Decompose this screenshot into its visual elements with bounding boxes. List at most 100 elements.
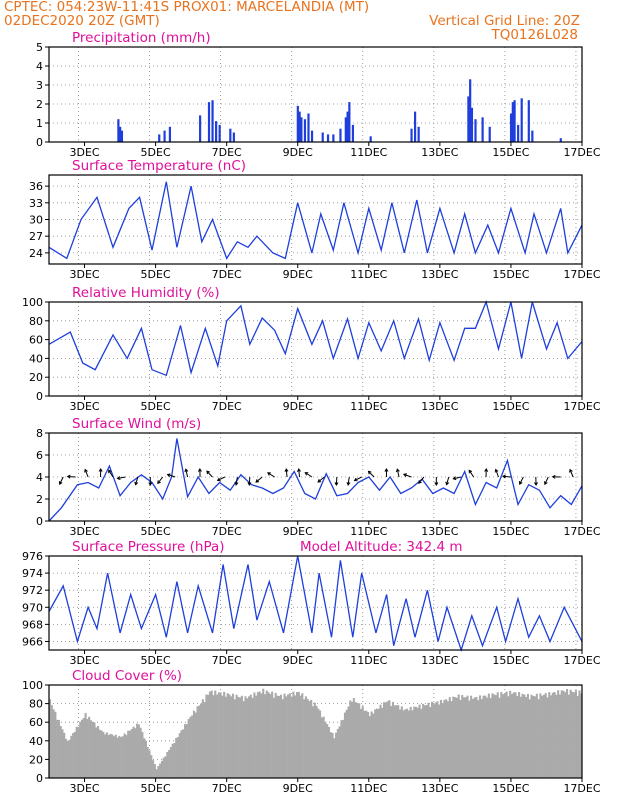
wind-arrow bbox=[108, 469, 114, 478]
cloud-bar bbox=[541, 695, 544, 778]
xtick-label: 17DEC bbox=[563, 268, 600, 281]
model-altitude: Model Altitude: 342.4 m bbox=[300, 539, 463, 555]
precip-bar bbox=[531, 130, 534, 142]
cloud-bar bbox=[224, 696, 227, 778]
cloud-bar bbox=[555, 694, 558, 778]
cloud-bar bbox=[176, 737, 179, 778]
precip-bar bbox=[511, 102, 514, 142]
cloud-bar bbox=[258, 691, 261, 778]
cloud-bar bbox=[281, 699, 284, 778]
wind-arrow-head bbox=[395, 468, 400, 473]
cloud-bar bbox=[557, 690, 560, 778]
cloud-bar bbox=[358, 703, 361, 778]
cloud-bar bbox=[223, 691, 226, 778]
cloud-bar bbox=[127, 730, 130, 778]
xtick-label: 5DEC bbox=[141, 782, 171, 795]
wind-arrow-head bbox=[247, 482, 252, 486]
cloud-bar bbox=[388, 700, 391, 778]
cloud-bar bbox=[349, 700, 352, 778]
cloud-bar bbox=[441, 702, 444, 778]
cloud-bar bbox=[178, 733, 181, 778]
xtick-label: 15DEC bbox=[492, 782, 529, 795]
cloud-bar bbox=[487, 693, 490, 778]
wind-arrow-head bbox=[494, 468, 499, 473]
wind-arrow-head bbox=[98, 468, 103, 472]
xtick-label: 9DEC bbox=[283, 146, 313, 159]
wind-arrow-head bbox=[255, 479, 260, 483]
precip-bar bbox=[218, 124, 221, 142]
precip-bar bbox=[207, 102, 211, 142]
cloud-bar bbox=[171, 743, 174, 778]
panel-frame bbox=[48, 301, 583, 397]
precip-bar bbox=[119, 126, 122, 142]
cloud-bar bbox=[340, 720, 343, 778]
cloud-bar bbox=[470, 695, 473, 778]
panel-title: Surface Wind (m/s) bbox=[72, 416, 201, 432]
cloud-bar bbox=[255, 695, 258, 778]
ytick-label: 40 bbox=[29, 352, 43, 365]
cloud-bar bbox=[580, 693, 583, 778]
ytick-label: 972 bbox=[22, 584, 43, 597]
precip-bar bbox=[481, 117, 484, 142]
xtick-label: 13DEC bbox=[421, 268, 458, 281]
cloud-bar bbox=[64, 738, 68, 778]
cloud-bar bbox=[393, 705, 396, 778]
cloud-bar bbox=[56, 719, 59, 778]
xtick-label: 17DEC bbox=[563, 400, 600, 413]
cloud-bar bbox=[347, 706, 350, 778]
xtick-label: 9DEC bbox=[283, 525, 313, 538]
xtick-label: 7DEC bbox=[212, 146, 242, 159]
cloud-bar bbox=[283, 693, 286, 778]
cloud-bar bbox=[468, 700, 471, 778]
cloud-bar bbox=[420, 708, 423, 778]
xtick-label: 15DEC bbox=[492, 400, 529, 413]
wind-arrow bbox=[418, 476, 425, 484]
ytick-label: 0 bbox=[36, 772, 43, 785]
cloud-bar bbox=[152, 760, 155, 778]
cloud-bar bbox=[231, 693, 235, 778]
cloud-bar bbox=[436, 701, 439, 778]
cloud-bar bbox=[148, 750, 151, 778]
wind-arrow bbox=[468, 470, 475, 478]
cloud-bar bbox=[73, 731, 76, 778]
ytick-label: 20 bbox=[29, 753, 43, 766]
series-line bbox=[48, 438, 583, 522]
cloud-bar bbox=[102, 731, 105, 778]
cloud-bar bbox=[49, 699, 52, 778]
cloud-bar bbox=[144, 740, 148, 778]
xtick-label: 13DEC bbox=[421, 525, 458, 538]
cloud-bar bbox=[164, 756, 167, 778]
cloud-bar bbox=[500, 691, 503, 778]
cloud-bar bbox=[514, 692, 517, 778]
panel-title: Relative Humidity (%) bbox=[72, 285, 220, 301]
cloud-bar bbox=[111, 734, 114, 778]
xtick-label: 13DEC bbox=[421, 654, 458, 667]
wind-arrow bbox=[167, 474, 176, 478]
cloud-bar bbox=[443, 699, 446, 778]
cloud-bar bbox=[466, 695, 469, 778]
cloud-bar bbox=[494, 695, 498, 778]
xtick-label: 13DEC bbox=[421, 400, 458, 413]
xtick-label: 17DEC bbox=[563, 782, 600, 795]
ytick-label: 8 bbox=[36, 427, 43, 440]
cloud-bar bbox=[372, 713, 375, 778]
panel-title: Cloud Cover (%) bbox=[72, 668, 182, 684]
cloud-bar bbox=[370, 711, 373, 778]
ytick-label: 30 bbox=[29, 214, 43, 227]
cloud-bar bbox=[301, 693, 304, 778]
panel-title: Precipitation (mm/h) bbox=[72, 30, 211, 46]
cloud-bar bbox=[242, 701, 245, 778]
cloud-bar bbox=[342, 719, 345, 778]
product-code: TQ0126L028 bbox=[491, 27, 578, 43]
cloud-bar bbox=[191, 715, 194, 778]
cloud-bar bbox=[157, 765, 160, 778]
precip-bar bbox=[199, 115, 202, 142]
cloud-bar bbox=[390, 706, 393, 778]
precip-bar bbox=[470, 107, 474, 142]
ytick-label: 1 bbox=[36, 117, 43, 130]
cloud-bar bbox=[414, 706, 418, 778]
cloud-bar bbox=[310, 699, 313, 778]
cloud-bar bbox=[574, 690, 577, 778]
cloud-bar bbox=[327, 726, 331, 778]
cloud-bar bbox=[535, 693, 538, 778]
